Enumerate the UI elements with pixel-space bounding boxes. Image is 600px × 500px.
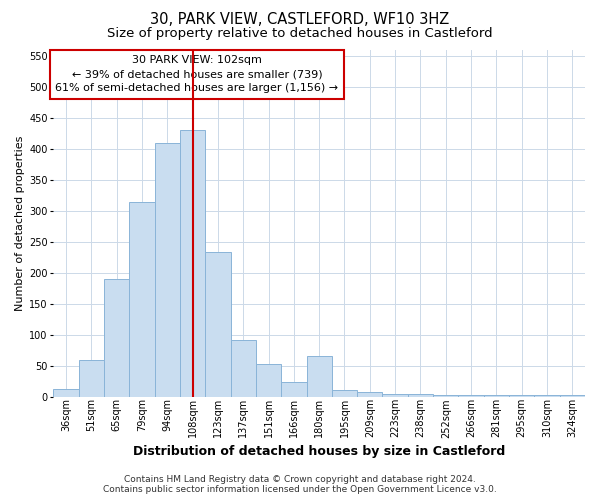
Bar	[408, 394, 433, 396]
Bar	[53, 389, 79, 396]
Bar	[79, 360, 104, 397]
Text: Size of property relative to detached houses in Castleford: Size of property relative to detached ho…	[107, 28, 493, 40]
Bar	[332, 390, 357, 396]
Bar	[560, 395, 585, 396]
Bar	[307, 356, 332, 397]
Text: 30, PARK VIEW, CASTLEFORD, WF10 3HZ: 30, PARK VIEW, CASTLEFORD, WF10 3HZ	[151, 12, 449, 28]
Bar	[230, 340, 256, 396]
Bar	[357, 392, 382, 396]
Text: 30 PARK VIEW: 102sqm
← 39% of detached houses are smaller (739)
61% of semi-deta: 30 PARK VIEW: 102sqm ← 39% of detached h…	[55, 55, 338, 93]
Bar	[155, 143, 180, 397]
Text: Contains HM Land Registry data © Crown copyright and database right 2024.
Contai: Contains HM Land Registry data © Crown c…	[103, 474, 497, 494]
Bar	[205, 252, 230, 396]
Bar	[535, 395, 560, 396]
X-axis label: Distribution of detached houses by size in Castleford: Distribution of detached houses by size …	[133, 444, 505, 458]
Bar	[104, 279, 129, 396]
Bar	[281, 382, 307, 396]
Bar	[256, 364, 281, 396]
Bar	[433, 395, 458, 396]
Bar	[484, 395, 509, 396]
Bar	[509, 395, 535, 396]
Bar	[382, 394, 408, 396]
Y-axis label: Number of detached properties: Number of detached properties	[15, 136, 25, 311]
Bar	[458, 395, 484, 396]
Bar	[129, 202, 155, 396]
Bar	[180, 130, 205, 396]
